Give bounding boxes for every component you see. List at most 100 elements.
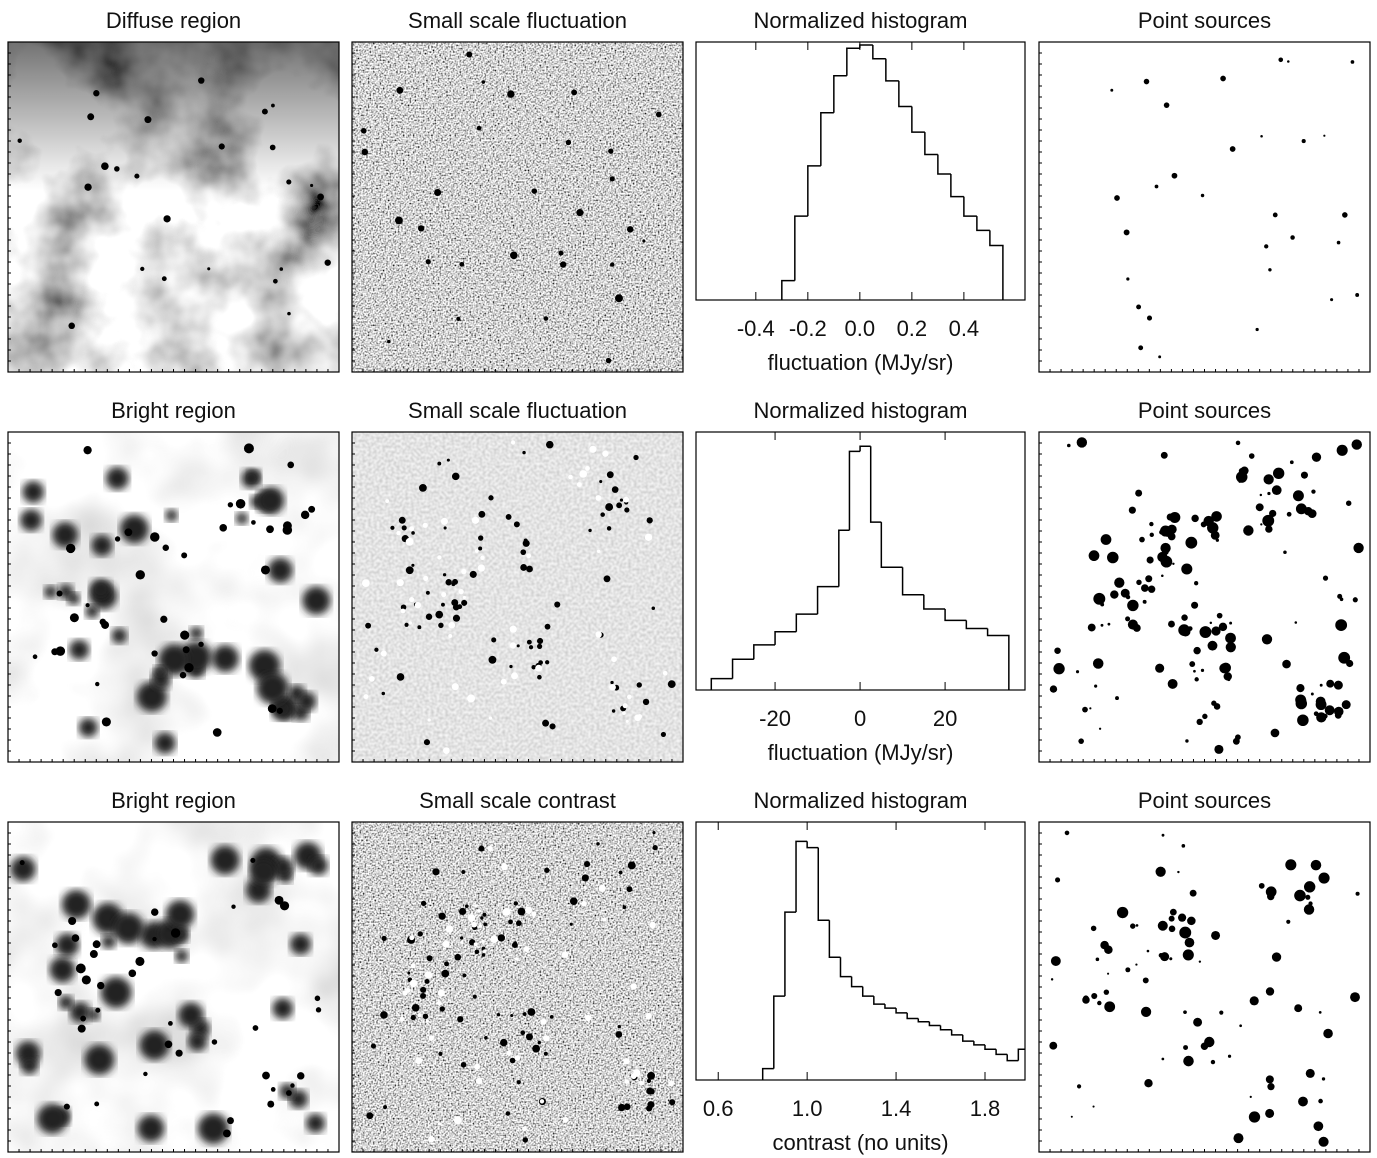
source-blob xyxy=(1255,327,1259,332)
source-blob xyxy=(460,940,464,944)
source-blob xyxy=(649,921,656,929)
source-blob xyxy=(65,543,76,554)
source-blob xyxy=(1200,668,1205,673)
source-blob xyxy=(509,626,513,630)
source-blob xyxy=(251,520,256,525)
source-blob xyxy=(168,1021,173,1026)
source-blob xyxy=(543,316,549,321)
source-blob xyxy=(1161,574,1164,578)
histogram-step xyxy=(973,1041,985,1046)
source-blob xyxy=(1107,972,1110,975)
source-blob xyxy=(1210,530,1220,540)
source-blob xyxy=(286,179,292,185)
x-tick-label: -20 xyxy=(759,706,791,731)
source-blob xyxy=(500,678,507,685)
source-blob xyxy=(243,443,254,454)
source-blob xyxy=(274,895,284,905)
source-blob xyxy=(410,1014,416,1021)
source-blob xyxy=(471,921,477,928)
histogram-step xyxy=(963,196,977,217)
source-blob xyxy=(305,1113,326,1133)
source-blob xyxy=(10,856,36,882)
source-blob xyxy=(510,440,516,445)
source-blob xyxy=(509,1057,516,1064)
source-blob xyxy=(579,470,588,478)
source-blob xyxy=(571,89,578,96)
source-blob xyxy=(476,125,482,131)
source-blob xyxy=(1262,514,1275,527)
source-blob xyxy=(502,907,511,916)
source-blob xyxy=(37,1103,68,1134)
histogram-step xyxy=(820,112,834,166)
source-blob xyxy=(128,969,137,978)
source-blob xyxy=(1301,139,1306,144)
histogram-step xyxy=(807,165,821,217)
source-blob xyxy=(434,188,442,197)
x-tick-label: 0 xyxy=(854,706,866,731)
source-blob xyxy=(569,922,573,926)
source-blob xyxy=(363,694,369,700)
source-blob xyxy=(576,209,584,217)
source-blob xyxy=(461,870,466,874)
source-blob xyxy=(137,1114,165,1142)
histogram-step xyxy=(928,1021,941,1027)
source-blob xyxy=(1338,651,1351,664)
source-blob xyxy=(1178,624,1190,636)
source-blob xyxy=(466,51,473,58)
source-blob xyxy=(153,665,167,679)
source-blob xyxy=(469,570,477,578)
source-blob xyxy=(1076,437,1088,448)
source-blob xyxy=(402,990,408,996)
source-blob xyxy=(1265,987,1275,996)
source-blob xyxy=(531,664,536,670)
source-blob xyxy=(1114,195,1120,201)
source-blob xyxy=(474,904,478,908)
source-blob xyxy=(417,931,423,937)
source-blob xyxy=(505,513,512,520)
source-blob xyxy=(623,1103,631,1111)
source-blob xyxy=(526,639,532,645)
source-blob xyxy=(526,565,533,573)
image-texture xyxy=(352,42,683,372)
histogram-step xyxy=(859,445,871,452)
source-blob xyxy=(445,579,452,586)
source-blob xyxy=(162,544,170,552)
source-blob xyxy=(1227,1054,1232,1058)
source-blob xyxy=(474,949,480,954)
source-blob xyxy=(67,592,80,605)
source-blob xyxy=(477,909,482,913)
source-blob xyxy=(1147,585,1156,593)
source-blob xyxy=(667,680,676,688)
source-blob xyxy=(1196,718,1203,726)
source-blob xyxy=(302,586,331,615)
panel-title: Point sources xyxy=(1138,788,1271,813)
source-blob xyxy=(1303,881,1316,893)
source-blob xyxy=(1078,738,1084,744)
source-blob xyxy=(61,889,92,920)
source-blob xyxy=(257,487,285,514)
source-blob xyxy=(1318,1098,1323,1104)
source-blob xyxy=(1278,57,1284,63)
source-blob xyxy=(462,973,467,978)
source-blob xyxy=(1146,949,1150,953)
source-blob xyxy=(425,590,430,595)
source-blob xyxy=(1207,640,1218,651)
source-blob xyxy=(374,647,379,652)
x-tick-label: 0.4 xyxy=(949,316,980,341)
source-blob xyxy=(267,1100,275,1108)
source-blob xyxy=(1125,616,1131,622)
source-blob xyxy=(1267,1083,1275,1091)
source-blob xyxy=(165,509,178,522)
source-blob xyxy=(1318,872,1330,884)
source-blob xyxy=(92,940,101,949)
source-blob xyxy=(152,936,157,942)
source-blob xyxy=(1158,355,1162,359)
source-blob xyxy=(218,143,225,150)
source-blob xyxy=(1089,707,1092,710)
x-axis-label: fluctuation (MJy/sr) xyxy=(768,350,954,375)
source-blob xyxy=(1211,511,1222,522)
histogram xyxy=(710,445,1010,690)
source-blob xyxy=(249,858,278,886)
source-blob xyxy=(32,654,38,660)
source-blob xyxy=(446,458,450,462)
